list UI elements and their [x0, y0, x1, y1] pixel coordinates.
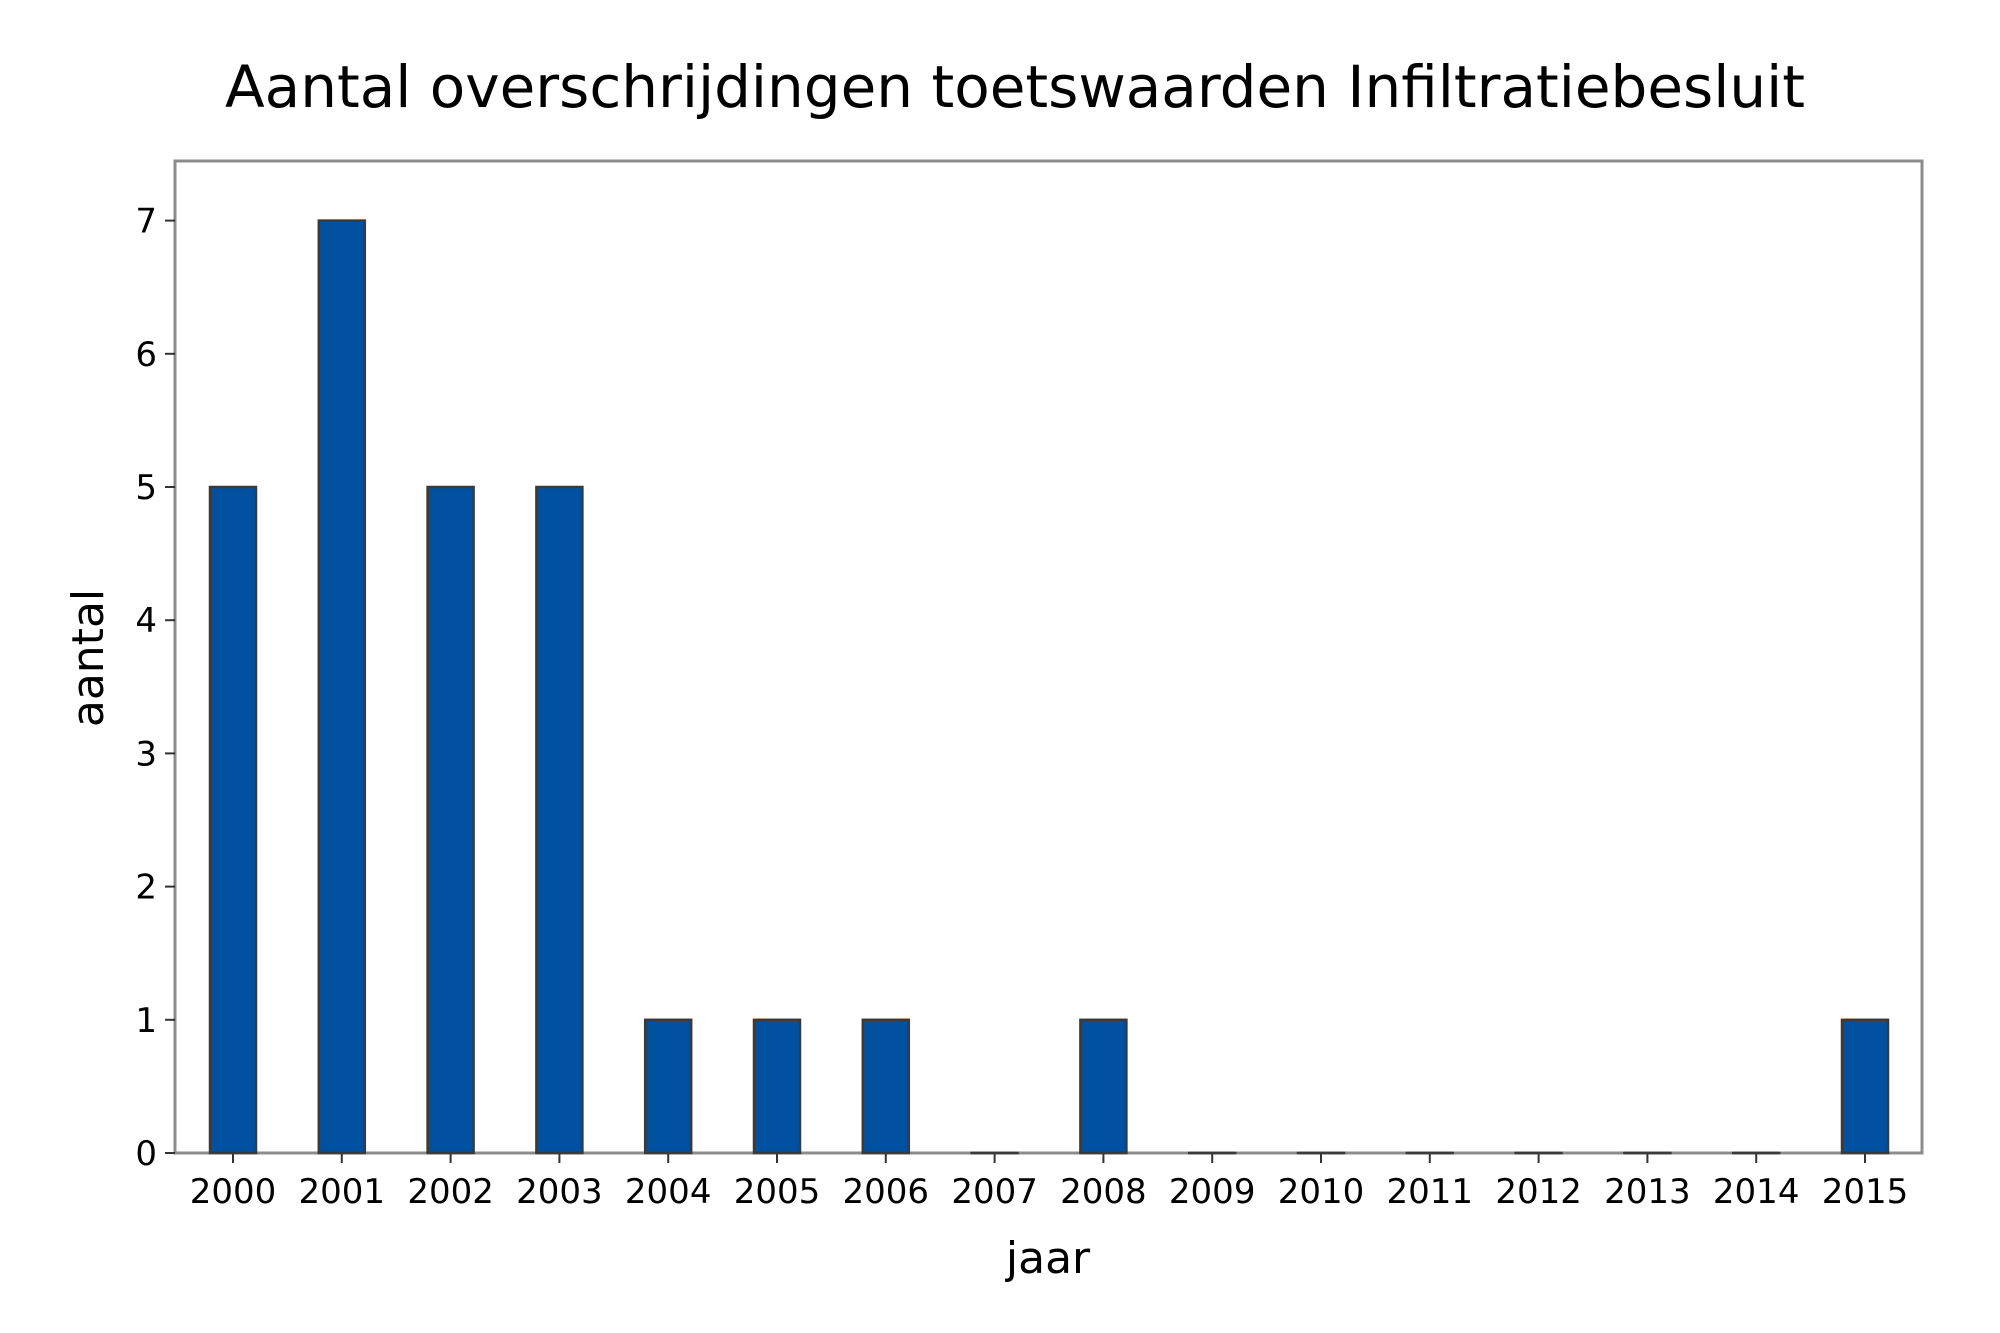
- x-axis: 2000 2001 2002 2003 2004 2005 2006 2007 2008 2009…: [190, 1153, 1909, 1212]
- x-tick-label: 2008: [1060, 1172, 1147, 1212]
- bar: [1840, 1018, 1890, 1155]
- x-tick-label: 2003: [516, 1172, 603, 1212]
- y-tick-label: 3: [135, 734, 157, 774]
- y-tick-label: 2: [135, 868, 157, 908]
- x-tick-label: 2001: [299, 1172, 386, 1212]
- x-tick-label: 2015: [1822, 1172, 1909, 1212]
- y-tick-label: 0: [135, 1134, 157, 1174]
- y-tick-label: 4: [135, 601, 157, 641]
- plot-area-frame: [173, 159, 1924, 1155]
- y-tick-label: 5: [135, 468, 157, 508]
- x-tick-label: 2013: [1604, 1172, 1691, 1212]
- y-axis-label: aantal: [63, 589, 114, 727]
- bar: [317, 219, 367, 1155]
- x-tick-label: 2000: [190, 1172, 277, 1212]
- x-tick-label: 2014: [1713, 1172, 1800, 1212]
- bar: [535, 485, 584, 1155]
- bar: [861, 1018, 911, 1155]
- bar: [752, 1018, 802, 1155]
- bar: [643, 1018, 693, 1155]
- x-tick-label: 2007: [951, 1172, 1038, 1212]
- x-tick-label: 2011: [1387, 1172, 1474, 1212]
- x-tick-label: 2002: [407, 1172, 494, 1212]
- y-tick-label: 1: [135, 1001, 157, 1041]
- y-tick-label: 7: [135, 202, 157, 242]
- x-tick-label: 2004: [625, 1172, 712, 1212]
- x-tick-label: 2005: [734, 1172, 821, 1212]
- y-tick-label: 6: [135, 335, 157, 375]
- bar: [208, 485, 258, 1155]
- bar: [1079, 1018, 1128, 1155]
- x-axis-label: jaar: [1005, 1233, 1091, 1284]
- bars-group: [208, 219, 1890, 1155]
- y-axis: 0 1 2 3 4 5 6 7: [135, 202, 175, 1174]
- x-tick-label: 2010: [1278, 1172, 1365, 1212]
- x-tick-label: 2009: [1169, 1172, 1256, 1212]
- x-tick-label: 2006: [843, 1172, 930, 1212]
- x-tick-label: 2012: [1495, 1172, 1582, 1212]
- bar: [426, 485, 475, 1155]
- chart-title: Aantal overschrijdingen toetswaarden Inf…: [225, 53, 1805, 121]
